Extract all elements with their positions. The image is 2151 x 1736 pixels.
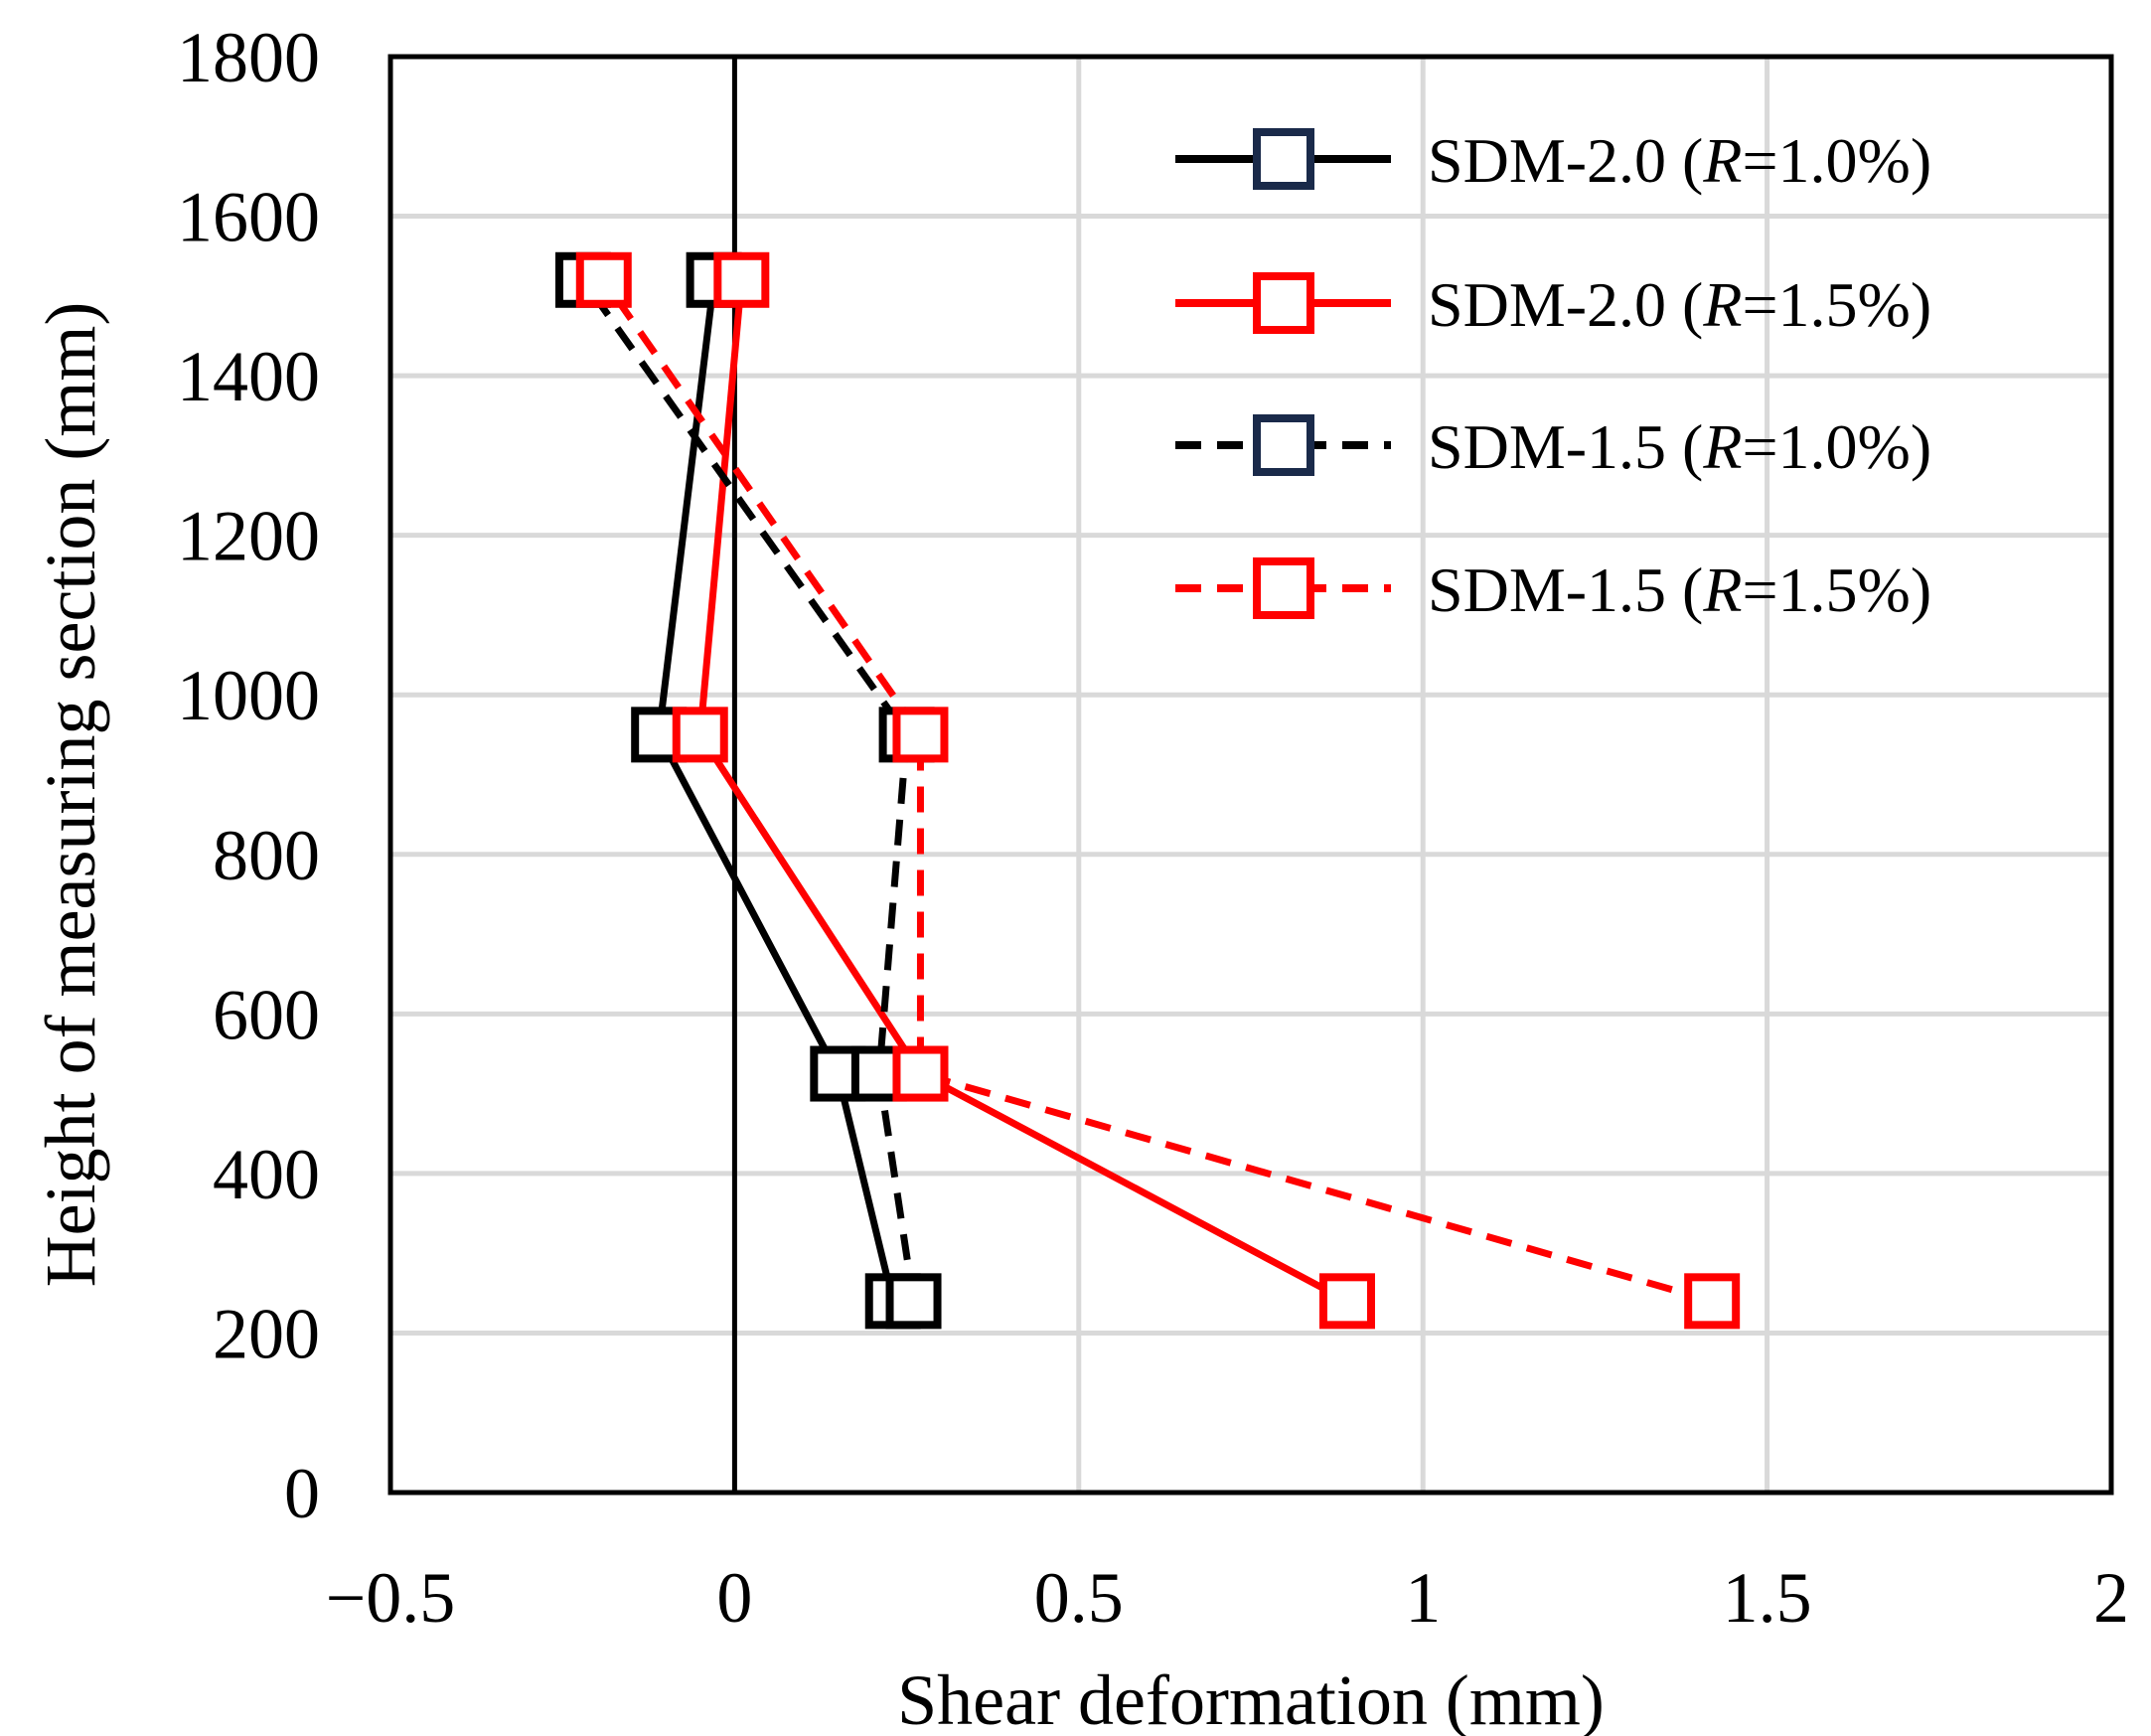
legend-item-4: SDM-1.5 (R=1.5%): [1175, 554, 1931, 625]
legend-label: SDM-2.0 (R=1.0%): [1428, 125, 1931, 196]
y-tick-label: 1800: [177, 18, 320, 97]
grid: [390, 57, 2111, 1493]
y-tick-label: 1000: [177, 656, 320, 735]
x-axis-title: Shear deformation (mm): [897, 1660, 1605, 1736]
legend: SDM-2.0 (R=1.0%) SDM-2.0 (R=1.5%) SDM-1.5 …: [1175, 125, 1931, 625]
x-tick-label: 1.5: [1723, 1558, 1812, 1638]
legend-item-1: SDM-2.0 (R=1.0%): [1175, 125, 1931, 196]
y-tick-labels: 0 200 400 600 800 1000 1200 1400 1600 1800: [177, 18, 320, 1533]
data-point-marker: [885, 1273, 942, 1330]
data-point-marker: [1318, 1273, 1375, 1330]
series-line: [580, 277, 917, 1302]
legend-label: SDM-1.5 (R=1.5%): [1428, 554, 1931, 625]
legend-swatch-marker: [1253, 557, 1314, 619]
x-tick-label: 2: [2093, 1558, 2129, 1638]
x-tick-label: −0.5: [326, 1558, 456, 1638]
y-tick-label: 800: [213, 816, 320, 895]
y-tick-label: 0: [284, 1454, 320, 1533]
legend-swatch-marker: [1253, 414, 1314, 476]
data-point-marker: [672, 707, 728, 763]
legend-swatch-marker: [1253, 272, 1314, 334]
y-tick-label: 1400: [177, 337, 320, 416]
series-4: [575, 251, 1741, 1330]
y-axis-title: Height of measuring section (mm): [31, 302, 110, 1288]
series-line: [696, 279, 1349, 1305]
legend-label: SDM-1.5 (R=1.0%): [1428, 411, 1931, 482]
y-tick-label: 200: [213, 1294, 320, 1373]
y-tick-label: 400: [213, 1135, 320, 1214]
y-tick-label: 1600: [177, 178, 320, 257]
data-point-marker: [1684, 1273, 1741, 1330]
legend-label: SDM-2.0 (R=1.5%): [1428, 269, 1931, 340]
x-tick-labels: −0.5 0 0.5 1 1.5 2: [326, 1558, 2129, 1638]
legend-swatch-marker: [1253, 128, 1314, 190]
data-point-marker: [575, 251, 632, 308]
x-tick-label: 0: [716, 1558, 752, 1638]
data-point-marker: [892, 707, 949, 763]
plot-frame: [387, 54, 2114, 1496]
legend-item-3: SDM-1.5 (R=1.0%): [1175, 411, 1931, 482]
series-group: [554, 251, 1741, 1330]
data-point-marker: [892, 1045, 949, 1102]
x-tick-label: 1: [1405, 1558, 1441, 1638]
legend-item-2: SDM-2.0 (R=1.5%): [1175, 269, 1931, 340]
y-tick-label: 1200: [177, 497, 320, 576]
x-tick-label: 0.5: [1034, 1558, 1124, 1638]
data-point-marker: [713, 251, 770, 308]
series-line: [655, 279, 897, 1303]
y-tick-label: 600: [213, 975, 320, 1054]
series-line: [600, 277, 1714, 1305]
